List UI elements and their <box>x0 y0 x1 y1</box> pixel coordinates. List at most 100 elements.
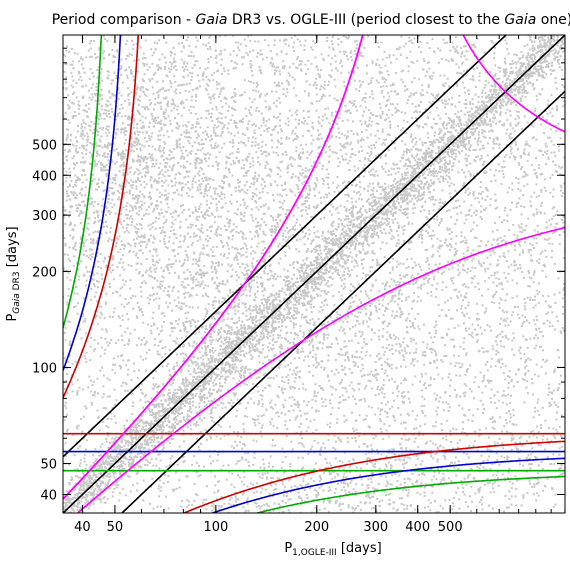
scatter-point <box>68 99 71 102</box>
scatter-point <box>529 296 532 299</box>
scatter-point <box>157 173 160 176</box>
scatter-point <box>128 243 131 246</box>
scatter-point <box>484 310 487 313</box>
scatter-point <box>112 258 115 261</box>
scatter-point <box>76 176 79 179</box>
scatter-point <box>194 175 197 178</box>
scatter-point <box>369 305 372 307</box>
scatter-point <box>255 324 258 327</box>
scatter-point <box>122 195 125 198</box>
scatter-point <box>243 303 246 306</box>
scatter-point <box>542 154 544 156</box>
scatter-point <box>222 186 225 189</box>
scatter-point <box>85 84 88 87</box>
scatter-point <box>174 191 177 194</box>
scatter-point <box>383 423 386 426</box>
scatter-point <box>198 143 201 146</box>
scatter-point <box>375 376 378 379</box>
scatter-point <box>553 370 556 372</box>
scatter-point <box>334 487 337 490</box>
scatter-point <box>198 446 200 449</box>
scatter-point <box>182 46 185 49</box>
scatter-point <box>198 170 201 173</box>
scatter-point <box>397 263 400 266</box>
scatter-point <box>324 113 327 116</box>
scatter-point <box>211 270 214 273</box>
scatter-point <box>162 149 165 152</box>
scatter-point <box>194 258 197 261</box>
scatter-point <box>228 169 231 172</box>
scatter-point <box>457 125 460 128</box>
scatter-point <box>513 259 516 262</box>
scatter-point <box>86 217 89 220</box>
scatter-point <box>164 124 167 127</box>
scatter-point <box>177 113 180 116</box>
scatter-point <box>220 241 223 244</box>
scatter-point <box>342 368 345 371</box>
scatter-point <box>120 473 123 476</box>
scatter-point <box>192 55 195 58</box>
scatter-point <box>430 291 433 293</box>
scatter-point <box>65 49 68 52</box>
scatter-point <box>88 42 91 45</box>
scatter-point <box>118 91 121 94</box>
scatter-point <box>135 262 138 265</box>
scatter-point <box>109 202 112 205</box>
scatter-point <box>106 147 109 150</box>
scatter-point <box>397 48 400 51</box>
scatter-point <box>338 505 341 507</box>
scatter-point <box>289 235 292 238</box>
scatter-point <box>305 430 308 433</box>
scatter-point <box>140 208 143 211</box>
scatter-point <box>197 135 200 138</box>
scatter-point <box>135 168 138 171</box>
scatter-point <box>247 80 250 83</box>
scatter-point <box>212 165 214 168</box>
scatter-point <box>137 158 140 161</box>
scatter-point <box>383 50 386 53</box>
scatter-point <box>211 317 214 320</box>
scatter-point <box>211 119 214 122</box>
scatter-point <box>373 146 376 149</box>
scatter-point <box>76 130 79 133</box>
scatter-point <box>139 388 142 391</box>
scatter-point <box>421 229 424 232</box>
scatter-point <box>351 226 354 228</box>
scatter-point <box>375 79 378 82</box>
scatter-point <box>115 74 118 77</box>
scatter-point <box>199 253 201 256</box>
scatter-point <box>276 139 279 142</box>
scatter-point <box>438 133 440 136</box>
scatter-point <box>224 283 227 286</box>
scatter-point <box>102 407 105 409</box>
scatter-point <box>110 239 113 242</box>
scatter-point <box>186 426 189 429</box>
scatter-point <box>295 126 297 129</box>
scatter-point <box>111 35 114 37</box>
scatter-point <box>140 156 143 159</box>
scatter-point <box>538 282 540 285</box>
scatter-point <box>106 134 109 137</box>
scatter-point <box>508 497 511 500</box>
scatter-point <box>166 198 169 201</box>
scatter-point <box>307 426 310 429</box>
scatter-point <box>391 344 394 347</box>
scatter-point <box>117 154 119 157</box>
scatter-point <box>279 505 282 508</box>
scatter-point <box>74 163 76 166</box>
scatter-point <box>527 217 530 220</box>
scatter-point <box>286 238 289 241</box>
scatter-point <box>108 112 111 115</box>
scatter-point <box>138 112 140 114</box>
scatter-point <box>256 385 259 388</box>
scatter-point <box>560 374 562 377</box>
scatter-point <box>249 60 252 62</box>
scatter-point <box>163 194 166 197</box>
scatter-point <box>329 148 332 151</box>
scatter-point <box>545 511 547 513</box>
scatter-point <box>158 479 161 482</box>
scatter-point <box>346 141 349 144</box>
scatter-point <box>128 118 131 121</box>
scatter-point <box>133 144 136 147</box>
scatter-point <box>559 330 562 333</box>
